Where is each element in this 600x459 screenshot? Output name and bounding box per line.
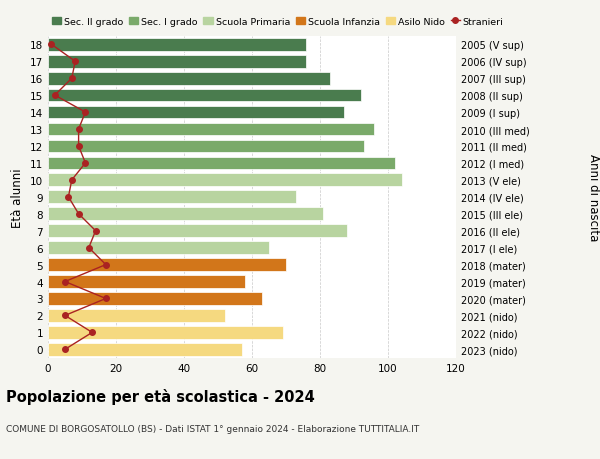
Bar <box>48 106 344 119</box>
Bar <box>48 225 347 237</box>
Bar <box>48 292 262 305</box>
Bar <box>48 309 225 322</box>
Bar <box>48 140 364 153</box>
Bar <box>48 157 395 170</box>
Bar <box>48 259 286 271</box>
Bar <box>48 73 330 85</box>
Bar <box>48 343 242 356</box>
Legend: Sec. II grado, Sec. I grado, Scuola Primaria, Scuola Infanzia, Asilo Nido, Stran: Sec. II grado, Sec. I grado, Scuola Prim… <box>48 14 508 30</box>
Text: Popolazione per età scolastica - 2024: Popolazione per età scolastica - 2024 <box>6 388 315 404</box>
Text: COMUNE DI BORGOSATOLLO (BS) - Dati ISTAT 1° gennaio 2024 - Elaborazione TUTTITAL: COMUNE DI BORGOSATOLLO (BS) - Dati ISTAT… <box>6 425 419 434</box>
Bar <box>48 174 401 187</box>
Bar <box>48 275 245 288</box>
Bar <box>48 123 374 136</box>
Bar <box>48 242 269 254</box>
Bar <box>48 208 323 221</box>
Text: Anni di nascita: Anni di nascita <box>587 154 600 241</box>
Y-axis label: Età alunni: Età alunni <box>11 168 25 227</box>
Bar <box>48 39 307 51</box>
Bar <box>48 56 307 68</box>
Bar <box>48 90 361 102</box>
Bar <box>48 191 296 204</box>
Bar <box>48 326 283 339</box>
